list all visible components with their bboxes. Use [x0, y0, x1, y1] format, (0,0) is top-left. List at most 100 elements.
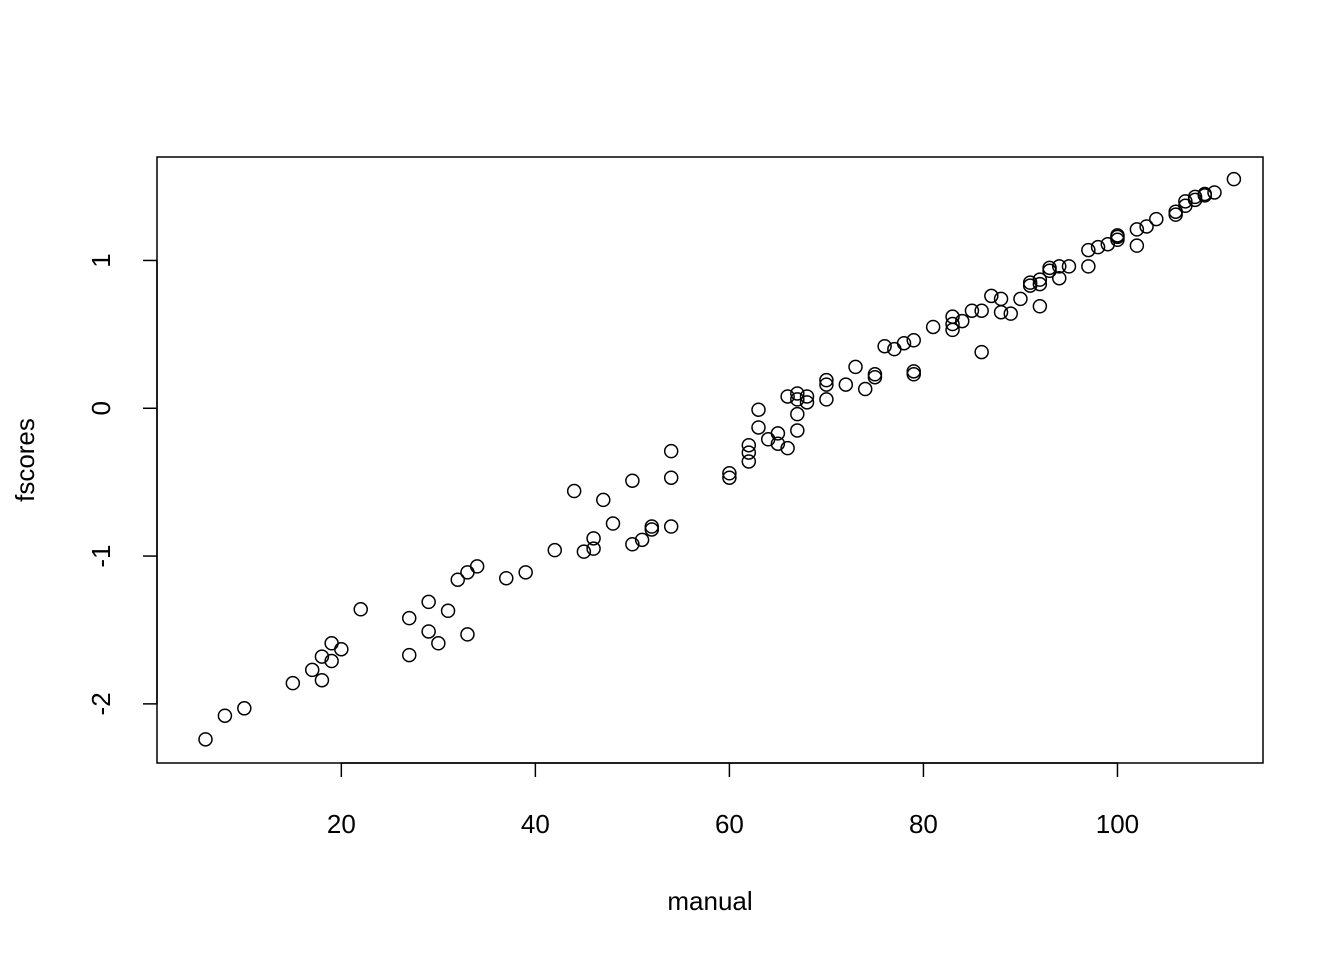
data-point	[984, 288, 999, 304]
data-point	[566, 483, 582, 499]
data-point	[906, 367, 921, 382]
data-point	[790, 423, 805, 438]
data-point	[819, 377, 834, 392]
data-point	[1061, 259, 1077, 274]
x-tick-label: 60	[715, 809, 744, 839]
data-point	[790, 406, 805, 422]
x-tick-label: 40	[521, 809, 550, 839]
data-point	[993, 304, 1009, 320]
data-point	[741, 454, 757, 469]
y-axis: -2 -1 0 1	[86, 253, 158, 715]
data-point	[751, 402, 766, 417]
x-tick-label: 80	[909, 809, 938, 839]
data-point	[1187, 189, 1203, 205]
data-point	[1168, 204, 1183, 219]
data-point	[945, 316, 960, 332]
data-point	[314, 649, 330, 664]
data-point	[1110, 228, 1125, 243]
data-point	[751, 420, 766, 435]
y-tick-label: 0	[86, 401, 116, 415]
data-point	[780, 440, 795, 456]
data-point	[586, 531, 601, 546]
data-point	[576, 544, 592, 559]
data-point	[954, 313, 970, 329]
data-point	[1032, 272, 1048, 287]
data-point	[906, 364, 921, 379]
data-point	[1042, 260, 1057, 276]
data-point	[440, 603, 456, 619]
data-point	[1197, 186, 1213, 202]
data-point	[964, 303, 980, 318]
data-point	[586, 541, 601, 556]
data-point	[460, 627, 475, 642]
data-point	[353, 602, 368, 617]
data-point	[421, 624, 436, 639]
data-points	[198, 171, 1242, 747]
data-point	[877, 338, 892, 354]
data-point	[867, 367, 883, 382]
data-point	[770, 426, 786, 441]
data-point	[1139, 219, 1154, 234]
data-point	[896, 335, 912, 351]
data-point	[401, 610, 417, 626]
data-point	[1013, 291, 1028, 307]
data-point	[974, 344, 989, 360]
data-point	[906, 333, 921, 348]
data-point	[838, 377, 854, 392]
data-point	[237, 701, 252, 716]
x-axis-title: manual	[667, 886, 752, 916]
data-point	[799, 395, 815, 410]
plot-box	[156, 156, 1264, 764]
data-point	[848, 359, 863, 375]
x-tick-label: 20	[327, 809, 356, 839]
data-point	[741, 445, 757, 460]
data-point	[1149, 211, 1164, 227]
data-point	[625, 473, 640, 488]
data-point	[605, 516, 621, 531]
data-point	[925, 319, 941, 335]
y-tick-label: -1	[86, 545, 116, 568]
data-point	[1100, 236, 1116, 252]
data-point	[518, 565, 533, 580]
data-point	[1226, 171, 1242, 187]
data-point	[596, 492, 611, 508]
data-point	[460, 565, 475, 580]
data-point	[469, 559, 485, 574]
data-point	[644, 519, 660, 534]
data-point	[741, 437, 757, 453]
data-point	[314, 672, 330, 688]
data-point	[857, 381, 873, 397]
data-point	[198, 732, 213, 747]
data-point	[1081, 259, 1096, 274]
data-point	[334, 641, 349, 657]
y-tick-label: 1	[86, 253, 116, 267]
data-point	[819, 392, 834, 407]
data-point	[421, 594, 436, 610]
data-point	[867, 369, 883, 385]
data-point	[945, 322, 960, 338]
data-point	[547, 542, 563, 558]
data-point	[1129, 222, 1145, 237]
data-point	[780, 389, 795, 404]
data-point	[1052, 270, 1067, 286]
data-point	[663, 470, 679, 485]
data-point	[1032, 276, 1048, 292]
y-tick-label: -2	[86, 692, 116, 715]
data-point	[1003, 306, 1019, 321]
data-point	[324, 636, 339, 651]
x-tick-label: 100	[1096, 809, 1139, 839]
data-point	[790, 392, 805, 407]
data-point	[285, 675, 301, 691]
data-point	[431, 636, 446, 651]
data-point	[1090, 239, 1106, 255]
data-point	[663, 443, 679, 459]
data-point	[722, 470, 737, 485]
data-point	[634, 532, 650, 548]
data-point	[1129, 238, 1145, 253]
data-point	[974, 303, 989, 318]
data-point	[1022, 275, 1038, 290]
data-point	[324, 653, 339, 669]
data-point	[1207, 185, 1222, 200]
data-point	[770, 436, 786, 451]
